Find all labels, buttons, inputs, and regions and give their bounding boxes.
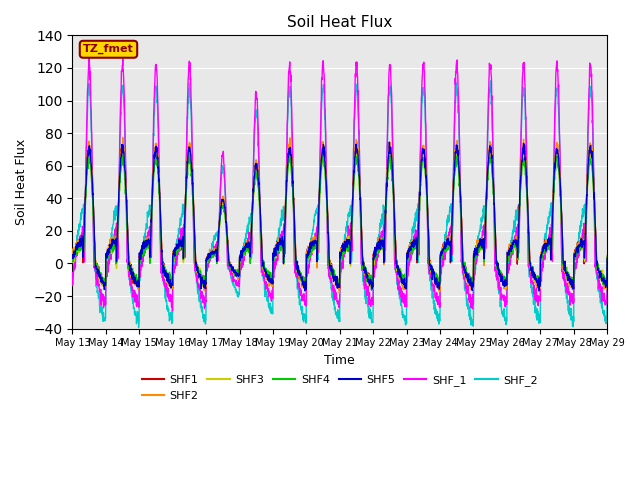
Line: SHF1: SHF1: [72, 145, 607, 288]
SHF_2: [604, 270, 611, 276]
SHF3: [531, 275, 539, 280]
SHF1: [237, 252, 245, 257]
SHF1: [68, 252, 76, 258]
Line: SHF_2: SHF_2: [72, 81, 607, 327]
SHF_1: [68, 270, 76, 276]
SHF3: [372, 247, 380, 253]
SHF_1: [604, 272, 611, 277]
SHF_1: [85, 54, 93, 60]
SHF5: [535, 288, 543, 294]
SHF2: [68, 250, 76, 255]
SHF4: [122, 192, 130, 198]
SHF5: [237, 248, 245, 253]
SHF4: [68, 259, 76, 264]
SHF4: [367, 288, 375, 293]
SHF_1: [238, 264, 246, 269]
SHF5: [122, 185, 130, 191]
SHF_1: [372, 258, 380, 264]
SHF3: [302, 287, 310, 292]
SHF5: [68, 252, 76, 258]
SHF1: [372, 247, 380, 253]
SHF3: [122, 186, 130, 192]
SHF5: [501, 284, 509, 289]
SHF2: [119, 134, 127, 140]
SHF1: [486, 142, 494, 148]
Line: SHF5: SHF5: [72, 142, 607, 291]
Y-axis label: Soil Heat Flux: Soil Heat Flux: [15, 139, 28, 225]
Text: TZ_fmet: TZ_fmet: [83, 44, 134, 54]
X-axis label: Time: Time: [324, 354, 355, 367]
SHF2: [531, 277, 539, 283]
SHF1: [531, 273, 539, 278]
SHF3: [68, 255, 76, 261]
SHF2: [237, 249, 245, 255]
SHF_2: [372, 257, 380, 263]
SHF_2: [68, 266, 76, 272]
SHF5: [385, 139, 393, 145]
SHF4: [372, 254, 380, 260]
Line: SHF2: SHF2: [72, 137, 607, 293]
SHF2: [335, 290, 343, 296]
Title: Soil Heat Flux: Soil Heat Flux: [287, 15, 392, 30]
SHF2: [501, 283, 509, 289]
SHF5: [372, 252, 380, 258]
SHF_2: [596, 293, 604, 299]
SHF_1: [168, 308, 176, 314]
Line: SHF_1: SHF_1: [72, 57, 607, 311]
SHF4: [501, 281, 509, 287]
SHF_2: [237, 254, 245, 260]
SHF5: [596, 272, 604, 278]
SHF4: [604, 254, 611, 260]
Line: SHF3: SHF3: [72, 148, 607, 289]
SHF5: [604, 255, 611, 261]
SHF_1: [596, 281, 604, 287]
SHF_2: [487, 78, 495, 84]
SHF_1: [501, 296, 509, 301]
SHF1: [596, 271, 604, 277]
SHF4: [531, 276, 539, 281]
SHF_1: [122, 180, 130, 185]
SHF_2: [501, 315, 509, 321]
SHF_1: [531, 290, 539, 296]
Line: SHF4: SHF4: [72, 154, 607, 290]
SHF4: [237, 258, 245, 264]
SHF3: [596, 270, 604, 276]
SHF1: [501, 284, 509, 289]
SHF1: [604, 253, 611, 259]
SHF2: [372, 246, 380, 252]
Legend: SHF1, SHF2, SHF3, SHF4, SHF5, SHF_1, SHF_2: SHF1, SHF2, SHF3, SHF4, SHF5, SHF_1, SHF…: [138, 371, 542, 405]
SHF4: [596, 270, 604, 276]
SHF3: [186, 145, 193, 151]
SHF_2: [135, 324, 143, 330]
SHF1: [202, 286, 210, 291]
SHF2: [596, 275, 604, 280]
SHF3: [604, 253, 611, 259]
SHF2: [122, 187, 130, 192]
SHF4: [185, 151, 193, 157]
SHF3: [237, 254, 245, 260]
SHF1: [122, 184, 130, 190]
SHF3: [501, 280, 509, 286]
SHF2: [604, 253, 611, 259]
SHF5: [531, 274, 539, 280]
SHF_2: [122, 169, 130, 175]
SHF_2: [531, 310, 539, 316]
